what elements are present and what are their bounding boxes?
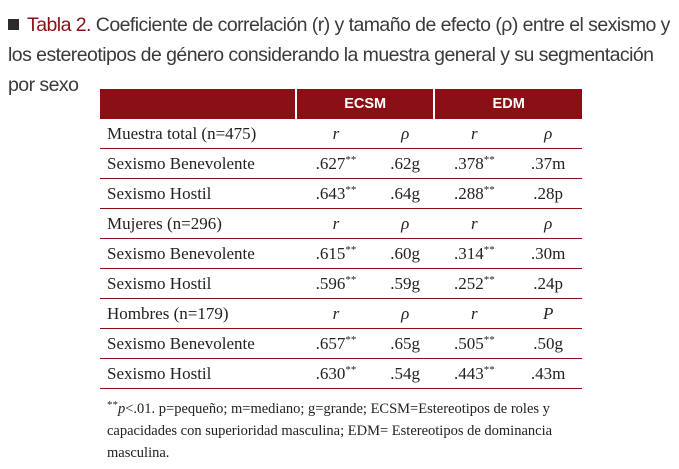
ecsm-r-cell: .596** (296, 268, 376, 299)
header-blank-cell (100, 89, 296, 119)
significance-marker: ** (483, 183, 495, 196)
stat-symbol: ρ (514, 119, 582, 149)
caption-label: Tabla 2. (27, 14, 91, 36)
ecsm-effect-size: .62g (375, 148, 435, 179)
table-body: Muestra total (n=475) r ρ r ρ Sexismo Benevol… (100, 119, 582, 389)
footnote-text: <.01. p=pequeño; m=mediano; g=grande; EC… (107, 401, 553, 461)
section-header-row: Hombres (n=179) r ρ r P (100, 298, 582, 329)
square-bullet-icon (8, 19, 19, 30)
significance-marker: ** (345, 153, 357, 166)
stat-symbol: r (296, 208, 376, 239)
edm-effect-size: .43m (514, 358, 582, 389)
section-label: Muestra total (n=475) (100, 119, 296, 149)
significance-marker: ** (345, 243, 357, 256)
row-label: Sexismo Benevolente (100, 238, 296, 269)
table-caption: Tabla 2. Coeficiente de correlación (r) … (8, 10, 676, 100)
edm-r-cell: .288** (434, 178, 515, 209)
significance-marker: ** (483, 243, 495, 256)
ecsm-r-value: .657 (315, 333, 346, 353)
table-header-row: ECSM EDM (100, 89, 582, 119)
stat-symbol: r (434, 298, 515, 329)
ecsm-effect-size: .64g (375, 178, 435, 209)
ecsm-r-value: .615 (315, 243, 346, 263)
significance-marker: ** (345, 333, 357, 346)
row-label: Sexismo Benevolente (100, 328, 296, 359)
edm-effect-size: .37m (514, 148, 582, 179)
footnote-asterisks: ** (107, 399, 118, 411)
table-row: Sexismo Hostil .630** .54g .443** .43m (100, 358, 582, 389)
header-ecsm: ECSM (294, 89, 435, 119)
row-label: Sexismo Hostil (100, 358, 296, 389)
ecsm-r-cell: .627** (296, 148, 376, 179)
stat-symbol: ρ (514, 208, 582, 239)
section-label: Mujeres (n=296) (100, 208, 296, 239)
edm-r-cell: .505** (434, 328, 515, 359)
stat-symbol: r (296, 119, 376, 149)
stat-symbol: r (434, 119, 515, 149)
section-header-row: Mujeres (n=296) r ρ r ρ (100, 208, 582, 239)
row-label: Sexismo Benevolente (100, 148, 296, 179)
table-row: Sexismo Benevolente .615** .60g .314** .30m (100, 238, 582, 269)
table-row: Sexismo Benevolente .657** .65g .505** .50g (100, 328, 582, 359)
row-label: Sexismo Hostil (100, 268, 296, 299)
edm-r-value: .288 (453, 183, 484, 203)
ecsm-r-value: .596 (315, 273, 346, 293)
significance-marker: ** (345, 273, 357, 286)
ecsm-effect-size: .59g (375, 268, 435, 299)
ecsm-r-cell: .643** (296, 178, 376, 209)
edm-r-value: .505 (453, 333, 484, 353)
significance-marker: ** (483, 153, 495, 166)
edm-r-value: .314 (453, 243, 484, 263)
ecsm-effect-size: .60g (375, 238, 435, 269)
table-row: Sexismo Hostil .643** .64g .288** .28p (100, 178, 582, 209)
stat-symbol: ρ (375, 208, 435, 239)
caption-text: Coeficiente de correlación (r) y tamaño … (8, 14, 670, 96)
significance-marker: ** (345, 183, 357, 196)
ecsm-r-cell: .615** (296, 238, 376, 269)
row-label: Sexismo Hostil (100, 178, 296, 209)
significance-marker: ** (483, 333, 495, 346)
ecsm-r-value: .627 (315, 153, 346, 173)
ecsm-r-cell: .630** (296, 358, 376, 389)
table-footnote: **p<.01. p=pequeño; m=mediano; g=grande;… (107, 398, 577, 464)
ecsm-effect-size: .65g (375, 328, 435, 359)
section-label: Hombres (n=179) (100, 298, 296, 329)
ecsm-r-cell: .657** (296, 328, 376, 359)
correlation-table: ECSM EDM Muestra total (n=475) r ρ r ρ Sexism… (100, 89, 582, 389)
edm-r-cell: .378** (434, 148, 515, 179)
stat-symbol: ρ (375, 298, 435, 329)
ecsm-effect-size: .54g (375, 358, 435, 389)
header-edm: EDM (433, 89, 582, 119)
edm-r-cell: .314** (434, 238, 515, 269)
stat-symbol: ρ (375, 119, 435, 149)
edm-r-cell: .252** (434, 268, 515, 299)
ecsm-r-value: .630 (315, 363, 346, 383)
significance-marker: ** (483, 273, 495, 286)
table-row: Sexismo Hostil .596** .59g .252** .24p (100, 268, 582, 299)
stat-symbol: r (434, 208, 515, 239)
footnote-p: p (118, 401, 126, 417)
significance-marker: ** (483, 363, 495, 376)
edm-effect-size: .24p (514, 268, 582, 299)
edm-effect-size: .28p (514, 178, 582, 209)
significance-marker: ** (345, 363, 357, 376)
ecsm-r-value: .643 (315, 183, 346, 203)
edm-r-cell: .443** (434, 358, 515, 389)
stat-symbol: r (296, 298, 376, 329)
section-header-row: Muestra total (n=475) r ρ r ρ (100, 119, 582, 149)
table-row: Sexismo Benevolente .627** .62g .378** .37m (100, 148, 582, 179)
edm-r-value: .378 (453, 153, 484, 173)
edm-effect-size: .30m (514, 238, 582, 269)
edm-effect-size: .50g (514, 328, 582, 359)
edm-r-value: .252 (453, 273, 484, 293)
edm-r-value: .443 (453, 363, 484, 383)
stat-symbol: P (514, 298, 582, 329)
